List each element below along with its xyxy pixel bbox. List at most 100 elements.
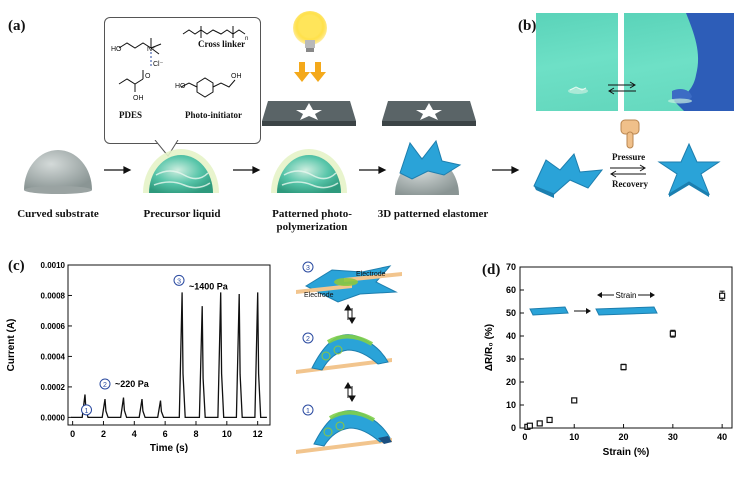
- svg-text:O: O: [145, 73, 151, 80]
- caption-patterned-photopolymerization: Patterned photo- polymerization: [272, 208, 352, 233]
- free-star-image: [533, 153, 604, 198]
- electrode-label-right: Electrode: [356, 271, 386, 278]
- photo-star-relaxed: [536, 13, 618, 111]
- cross-linker-label: Cross linker: [198, 39, 246, 49]
- data-point: [571, 397, 578, 404]
- svg-text:2: 2: [306, 336, 310, 343]
- state-1-no-contact: [296, 410, 392, 454]
- caption-curved-substrate: Curved substrate: [17, 208, 99, 220]
- y-tick-label-d: 10: [506, 400, 516, 410]
- y-tick-label-c: 0.0008: [41, 291, 66, 300]
- annotation-text: ~1400 Pa: [189, 281, 229, 291]
- svg-text:OH: OH: [231, 73, 242, 80]
- annotation-marker-text: 1: [85, 408, 89, 415]
- process-arrows: [104, 166, 520, 174]
- annotation-marker-2: [99, 378, 111, 390]
- patterned-elastomer-image: [395, 139, 462, 195]
- panel-label-a: (a): [8, 18, 26, 34]
- annotation-marker-1: [81, 404, 93, 416]
- data-point: [526, 422, 533, 429]
- patterned-dome-image: [271, 149, 347, 193]
- y-axis-label-d: ΔR/R₀ (%): [484, 324, 495, 371]
- x-axis-label-c: Time (s): [150, 443, 188, 454]
- x-tick-label-c: 6: [163, 429, 168, 439]
- n-plus-label: N⁺: [147, 46, 156, 53]
- x-tick-label-c: 10: [222, 429, 232, 439]
- data-point: [719, 292, 726, 299]
- electrode-contact-diagram: Electrode Electrode 3 2 1: [296, 261, 402, 454]
- y-tick-label-d: 0: [511, 423, 516, 433]
- annotation-marker-3: [173, 274, 185, 286]
- curved-substrate-image: [24, 150, 92, 194]
- y-tick-label-d: 20: [506, 377, 516, 387]
- chemical-callout-box: HO N⁺ Cl⁻ O OH n HO OH: [104, 17, 261, 144]
- y-tick-label-c: 0.0010: [41, 261, 66, 270]
- current-trace: [71, 292, 267, 419]
- annotation-text: ~220 Pa: [115, 379, 150, 389]
- relax-press-arrows: [608, 81, 636, 95]
- plot-frame-d: [519, 266, 733, 429]
- panel-label-b: (b): [518, 18, 537, 34]
- data-point: [546, 416, 553, 424]
- state-3-flat-star: [296, 265, 402, 303]
- y-tick-label-d: 50: [506, 308, 516, 318]
- pressing-hand-icon: [620, 119, 640, 149]
- x-tick-label-c: 2: [101, 429, 106, 439]
- panel-label-c: (c): [8, 258, 25, 274]
- y-tick-label-c: 0.0006: [41, 322, 66, 331]
- x-tick-label-c: 4: [132, 429, 137, 439]
- caption-3d-patterned-elastomer: 3D patterned elastomer: [377, 208, 489, 220]
- repeat-n-label: n: [245, 36, 248, 42]
- pressure-recovery-arrows: [610, 164, 646, 178]
- recovery-label: Recovery: [612, 179, 648, 189]
- pdes-label: PDES: [119, 110, 143, 120]
- x-axis-label-d: Strain (%): [603, 447, 650, 458]
- x-tick-label-c: 12: [253, 429, 263, 439]
- state-2-partial-contact: [296, 334, 392, 374]
- annotation-marker-text: 2: [103, 382, 107, 389]
- inset-strip-unstretched: [529, 306, 569, 316]
- precursor-liquid-image: [143, 149, 219, 193]
- photomask-image-2: [382, 101, 476, 126]
- x-tick-label-d: 0: [522, 432, 527, 442]
- caption-precursor-liquid: Precursor liquid: [143, 208, 221, 220]
- current-time-chart: 0 2 4 6 8 10 120.00000.00020.00040.00060.00080…: [6, 261, 271, 454]
- svg-text:HO: HO: [111, 46, 122, 53]
- y-tick-label-d: 40: [506, 331, 516, 341]
- electrode-label-left: Electrode: [304, 292, 334, 299]
- pressure-label: Pressure: [612, 152, 646, 162]
- svg-text:3: 3: [306, 265, 310, 272]
- photomask-image: [262, 101, 356, 126]
- inset-strip-stretched: [595, 306, 658, 316]
- inset-arrow-head: [586, 308, 591, 314]
- y-tick-label-d: 30: [506, 354, 516, 364]
- data-point: [669, 330, 676, 337]
- photo-initiator-label: Photo-initiator: [185, 110, 242, 120]
- flat-star-image: [657, 142, 721, 197]
- y-tick-label-c: 0.0000: [41, 413, 66, 422]
- y-tick-label-d: 60: [506, 285, 516, 295]
- data-point: [536, 420, 543, 427]
- x-tick-label-d: 10: [569, 432, 579, 442]
- x-tick-label-d: 20: [619, 432, 629, 442]
- y-tick-label-d: 70: [506, 262, 516, 272]
- inset-strain-label: Strain: [616, 291, 637, 300]
- x-tick-label-d: 40: [717, 432, 727, 442]
- chemical-structures: HO N⁺ Cl⁻ O OH n HO OH: [111, 26, 248, 102]
- data-point: [620, 363, 627, 371]
- x-tick-label-c: 0: [70, 429, 75, 439]
- x-tick-label-d: 30: [668, 432, 678, 442]
- chloride-label: Cl⁻: [153, 61, 164, 68]
- y-axis-label-c: Current (A): [6, 319, 17, 372]
- photo-star-pressed: [624, 13, 734, 111]
- annotation-marker-text: 3: [177, 278, 181, 285]
- light-arrows-icon: [294, 62, 326, 82]
- svg-text:HO: HO: [175, 83, 186, 90]
- plot-frame-c: [67, 264, 271, 426]
- y-tick-label-c: 0.0004: [41, 352, 66, 361]
- x-tick-label-c: 8: [193, 429, 198, 439]
- inset-strain-arrowhead-right: [650, 292, 655, 298]
- panel-label-d: (d): [482, 262, 501, 278]
- strain-resistance-chart: 0 10 20 30 40 0 10 20 30 40 50 60 70 Strain (%) ΔR/R₀ …: [484, 262, 733, 458]
- light-bulb-icon: [293, 11, 327, 52]
